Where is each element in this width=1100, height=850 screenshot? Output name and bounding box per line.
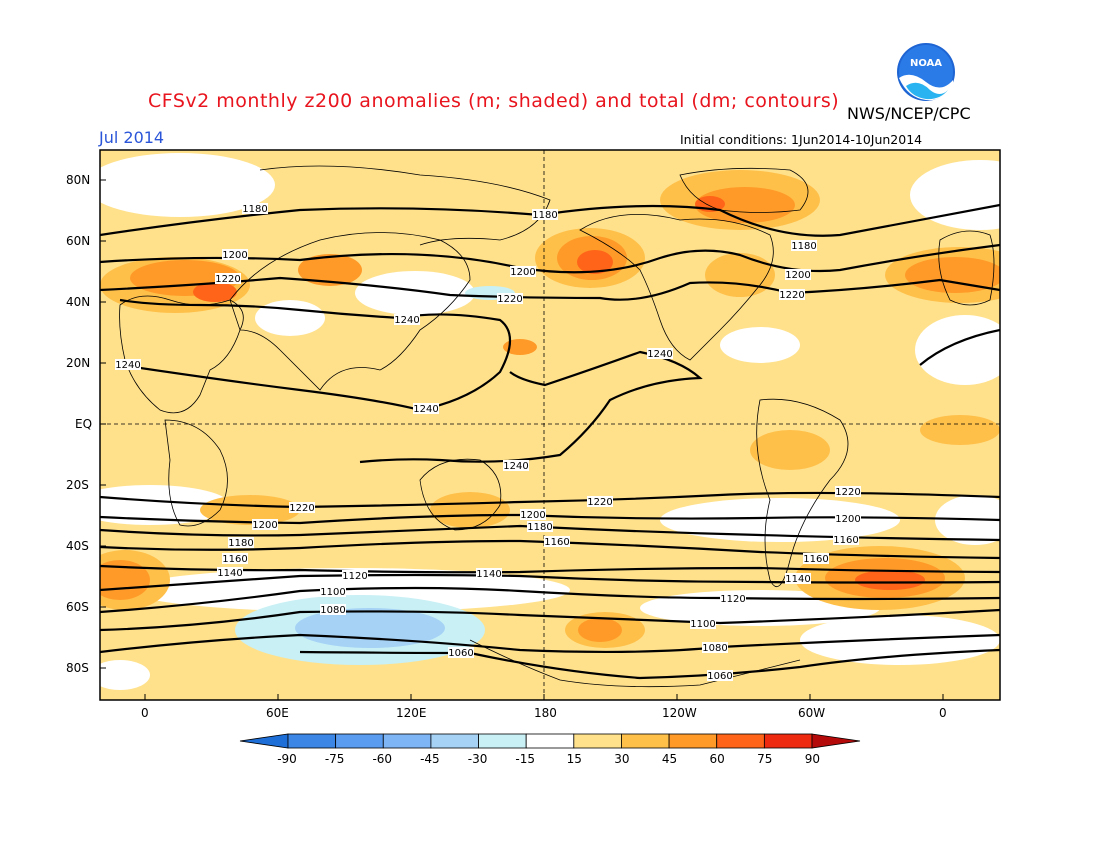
- contour-label: 1220: [215, 274, 240, 285]
- logo-text: NOAA: [910, 58, 942, 69]
- contour-label: 1200: [785, 270, 810, 281]
- colorbar-label: 75: [757, 752, 773, 766]
- contour-label: 1240: [115, 360, 140, 371]
- lat-label: 80N: [66, 173, 91, 187]
- agency-label: NWS/NCEP/CPC: [847, 104, 971, 123]
- colorbar-label: -90: [277, 752, 297, 766]
- contour-label: 1220: [289, 503, 314, 514]
- contour-label: 1160: [833, 535, 858, 546]
- contour-label: 1140: [217, 568, 242, 579]
- contour-label: 1180: [527, 522, 552, 533]
- map-frame: [99, 149, 1001, 701]
- lat-label: 40S: [66, 539, 89, 553]
- contour-label: 1060: [448, 648, 473, 659]
- contour-label: 1240: [413, 404, 438, 415]
- contour-label: 1080: [320, 605, 345, 616]
- contour-label: 1160: [222, 554, 247, 565]
- contour-label: 1160: [803, 554, 828, 565]
- colorbar-label: 30: [614, 752, 630, 766]
- contour-label: 1060: [707, 671, 732, 682]
- colorbar-label: -60: [372, 752, 393, 766]
- lat-label: 60S: [66, 600, 89, 614]
- contour-label: 1100: [320, 587, 345, 598]
- contour-label-group: 1180 1180 1180 1200 1200 1200 1220 1220 …: [115, 203, 861, 682]
- contour-label: 1120: [720, 594, 745, 605]
- lat-label: 20N: [66, 356, 91, 370]
- axis-ticks: [100, 179, 944, 700]
- lat-label: EQ: [75, 417, 93, 431]
- colorbar-label: -45: [420, 752, 440, 766]
- map-title: CFSv2 monthly z200 anomalies (m; shaded)…: [148, 90, 840, 112]
- contour-label: 1240: [394, 315, 419, 326]
- lat-label: 80S: [66, 661, 89, 675]
- lon-label: 0: [939, 706, 947, 720]
- lon-label: 180: [534, 706, 557, 720]
- contour-label: 1220: [497, 294, 522, 305]
- contour-label: 1200: [835, 514, 860, 525]
- colorbar-label: 15: [566, 752, 582, 766]
- lon-label: 60E: [266, 706, 289, 720]
- lat-label: 60N: [66, 234, 91, 248]
- colorbar-label: -15: [515, 752, 535, 766]
- contour-label: 1220: [835, 487, 860, 498]
- contour-label: 1140: [476, 569, 501, 580]
- coastlines: [119, 165, 995, 688]
- contour-label: 1200: [520, 510, 545, 521]
- forecast-month: Jul 2014: [99, 128, 165, 147]
- contour-label: 1180: [228, 538, 253, 549]
- contour-label: 1140: [785, 574, 810, 585]
- colorbar-label: -30: [467, 752, 488, 766]
- contour-label: 1240: [503, 461, 528, 472]
- initial-conditions: Initial conditions: 1Jun2014-10Jun2014: [680, 132, 923, 147]
- lon-label: 60W: [798, 706, 826, 720]
- lon-label: 120W: [662, 706, 697, 720]
- colorbar-label: 90: [804, 752, 821, 766]
- height-contours: [100, 203, 1000, 680]
- colorbar-label: -75: [324, 752, 345, 766]
- contour-label: 1100: [690, 619, 715, 630]
- contour-label: 1120: [342, 571, 367, 582]
- lat-label: 40N: [66, 295, 91, 309]
- contour-label: 1080: [702, 643, 727, 654]
- lat-label: 20S: [66, 478, 89, 492]
- contour-label: 1240: [647, 349, 672, 360]
- lon-label: 0: [141, 706, 149, 720]
- contour-label: 1220: [779, 290, 804, 301]
- colorbar-label: 45: [661, 752, 678, 766]
- noaa-logo-icon: NOAA: [896, 42, 956, 102]
- contour-label: 1160: [544, 537, 569, 548]
- contour-label: 1220: [587, 497, 612, 508]
- contour-label: 1180: [532, 210, 557, 221]
- colorbar-label: 60: [709, 752, 725, 766]
- anomaly-shading: [100, 150, 1000, 700]
- contour-label: 1200: [510, 267, 535, 278]
- contour-label: 1180: [242, 204, 267, 215]
- contour-label: 1200: [252, 520, 277, 531]
- lon-label: 120E: [396, 706, 427, 720]
- contour-label: 1200: [222, 250, 247, 261]
- contour-label: 1180: [791, 241, 816, 252]
